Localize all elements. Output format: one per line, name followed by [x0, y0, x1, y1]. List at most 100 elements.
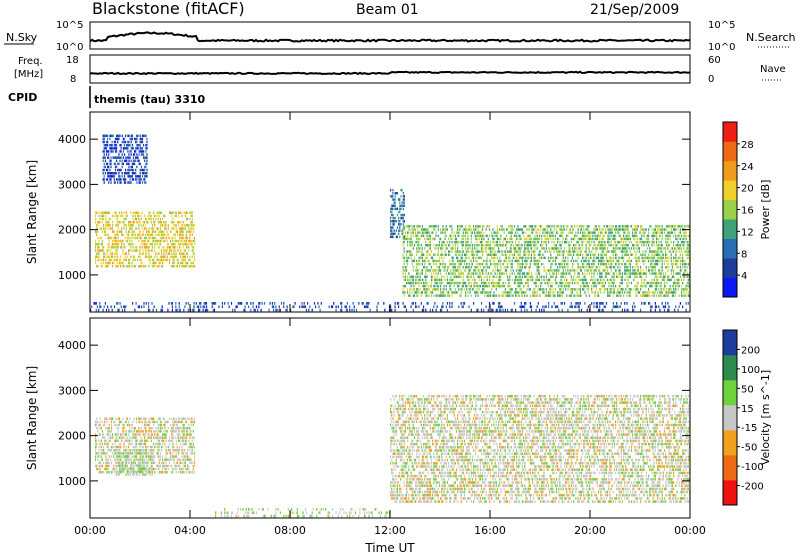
heatmap-cell — [436, 294, 438, 297]
heatmap-cell — [491, 256, 493, 260]
heatmap-cell — [180, 211, 182, 214]
heatmap-cell — [621, 247, 623, 250]
heatmap-cell — [675, 288, 677, 291]
heatmap-cell — [541, 234, 543, 238]
heatmap-cell — [128, 252, 130, 255]
heatmap-cell — [491, 231, 493, 234]
heatmap-cell — [162, 261, 164, 265]
heatmap-cell — [666, 266, 668, 269]
heatmap-cell — [629, 288, 631, 291]
heatmap-cell — [421, 247, 423, 250]
heatmap-cell — [530, 225, 533, 228]
heatmap-cell — [165, 252, 167, 255]
heatmap-cell — [395, 229, 397, 232]
heatmap-cell — [578, 225, 580, 228]
heatmap-cell — [611, 231, 613, 234]
heatmap-cell — [101, 239, 103, 243]
heatmap-cell — [143, 156, 145, 159]
heatmap-cell — [390, 305, 392, 309]
heatmap-cell — [458, 281, 460, 285]
heatmap-cell — [96, 255, 98, 258]
heatmap-cell — [101, 221, 103, 224]
heatmap-cell — [438, 266, 441, 269]
heatmap-cell — [392, 213, 394, 217]
heatmap-cell — [550, 256, 552, 260]
heatmap-cell — [610, 231, 612, 234]
heatmap-cell — [475, 281, 477, 285]
heatmap-cell — [603, 284, 605, 288]
heatmap-cell — [657, 275, 659, 278]
heatmap-cell — [493, 247, 495, 250]
heatmap-cell — [563, 262, 566, 266]
heatmap-cell — [540, 253, 542, 256]
heatmap-cell — [417, 294, 419, 297]
heatmap-cell — [630, 240, 633, 244]
heatmap-cell — [575, 288, 577, 291]
heatmap-cell — [184, 214, 186, 218]
heatmap-cell — [498, 237, 500, 241]
heatmap-cell — [126, 162, 128, 166]
heatmap-cell — [139, 258, 141, 262]
heatmap-cell — [648, 259, 650, 263]
heatmap-cell — [499, 281, 501, 285]
heatmap-cell — [640, 240, 642, 244]
heatmap-cell — [552, 291, 554, 294]
heatmap-cell — [129, 150, 131, 153]
heatmap-cell — [471, 256, 473, 260]
heatmap-cell — [192, 252, 194, 255]
heatmap-cell — [446, 294, 448, 297]
heatmap-cell — [517, 250, 519, 253]
heatmap-cell — [657, 237, 659, 241]
heatmap-cell — [429, 308, 431, 312]
heatmap-cell — [95, 302, 97, 305]
heatmap-cell — [473, 288, 475, 291]
heatmap-cell — [403, 235, 405, 239]
heatmap-cell — [627, 237, 629, 241]
power-ylabel: Slant Range [km] — [25, 160, 39, 264]
heatmap-cell — [140, 153, 142, 156]
heatmap-cell — [470, 259, 472, 263]
heatmap-cell — [601, 231, 603, 234]
heatmap-cell — [628, 291, 630, 294]
heatmap-cell — [424, 288, 426, 291]
heatmap-cell — [570, 291, 572, 294]
heatmap-cell — [573, 244, 575, 247]
heatmap-cell — [570, 302, 572, 305]
heatmap-cell — [546, 294, 548, 297]
heatmap-cell — [403, 262, 405, 266]
heatmap-cell — [523, 262, 525, 266]
heatmap-cell — [183, 239, 185, 243]
heatmap-cell — [513, 250, 516, 253]
heatmap-cell — [627, 244, 629, 247]
heatmap-cell — [666, 228, 668, 231]
heatmap-cell — [444, 228, 446, 231]
heatmap-cell — [335, 308, 337, 312]
heatmap-cell — [632, 272, 634, 275]
heatmap-cell — [402, 213, 404, 217]
heatmap-cell — [626, 225, 628, 228]
heatmap-cell — [392, 198, 394, 201]
heatmap-cell — [108, 217, 110, 221]
heatmap-cell — [171, 227, 173, 230]
heatmap-cell — [403, 269, 405, 272]
heatmap-cell — [144, 134, 146, 138]
heatmap-cell — [136, 137, 138, 141]
heatmap-cell — [568, 231, 570, 234]
heatmap-cell — [436, 253, 438, 256]
heatmap-cell — [579, 250, 581, 253]
heatmap-cell — [624, 262, 626, 266]
heatmap-cell — [125, 230, 127, 233]
heatmap-cell — [138, 221, 140, 224]
heatmap-cell — [480, 256, 483, 260]
heatmap-cell — [607, 225, 609, 228]
heatmap-cell — [112, 175, 114, 178]
heatmap-cell — [179, 308, 181, 312]
heatmap-cell — [655, 253, 658, 256]
heatmap-cell — [117, 156, 119, 159]
heatmap-cell — [429, 234, 431, 238]
heatmap-cell — [602, 228, 604, 231]
heatmap-cell — [580, 269, 583, 272]
heatmap-cell — [655, 294, 658, 297]
heatmap-cell — [95, 214, 97, 218]
